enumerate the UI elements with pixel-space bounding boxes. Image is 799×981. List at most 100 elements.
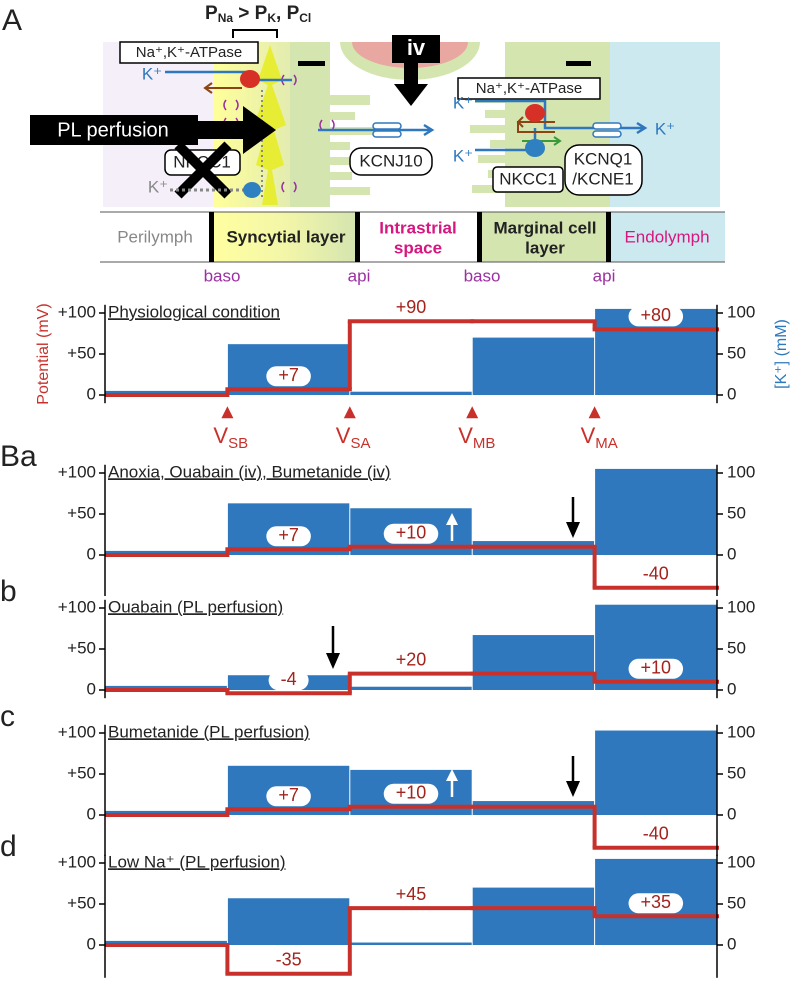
- label-box: [383, 650, 439, 671]
- y-tick-label: 0: [87, 804, 96, 823]
- data-label: -40: [643, 564, 669, 584]
- data-label: +10: [641, 658, 672, 678]
- marker-sub: SA: [350, 435, 370, 452]
- data-label: +7: [278, 525, 299, 545]
- kcnq1-label: /KCNE1: [572, 169, 633, 188]
- bar: [350, 686, 472, 690]
- marker-label: VSA: [336, 423, 371, 452]
- membrane-label: baso: [204, 266, 241, 285]
- label-box: [383, 298, 439, 319]
- data-label: +35: [641, 892, 672, 912]
- chart-title: Bumetanide (PL perfusion): [108, 722, 310, 741]
- y2-tick-label: 0: [727, 804, 736, 823]
- y2-axis-label: [K⁺] (mM): [773, 319, 790, 389]
- data-label: +90: [396, 297, 427, 317]
- compartment-cell: [214, 212, 356, 262]
- pl-perfusion-box: [30, 115, 198, 145]
- kcnq1-label: KCNQ1: [574, 149, 633, 168]
- label-box: [628, 306, 684, 327]
- data-label: -35: [276, 949, 302, 969]
- bar: [105, 685, 227, 690]
- y-axis-label: Potential (mV): [35, 303, 52, 404]
- marker-triangle: [343, 406, 356, 419]
- k-label: K⁺: [453, 146, 473, 165]
- label-box: [630, 564, 681, 585]
- marker-triangle: [588, 406, 601, 419]
- membrane-label: baso: [464, 266, 501, 285]
- compartment-cell: [482, 212, 607, 262]
- data-label: +7: [278, 365, 299, 385]
- y2-tick-label: 50: [727, 763, 746, 782]
- y-tick-label: +100: [58, 852, 96, 871]
- compartment-cell: [611, 212, 725, 262]
- membrane-label: api: [593, 266, 616, 285]
- bar: [105, 810, 227, 815]
- marker-label: VMB: [458, 423, 495, 452]
- y2-tick-label: 100: [727, 722, 755, 741]
- atpase-box: [457, 77, 601, 100]
- y-tick-label: +50: [67, 893, 96, 912]
- bracket: [232, 29, 278, 38]
- compartment-label: layer: [525, 238, 565, 257]
- bar: [105, 550, 227, 555]
- scale-bar: [298, 61, 325, 66]
- marginal-processes: [470, 95, 505, 193]
- k-label: K⁺: [142, 64, 162, 83]
- data-label: +10: [396, 783, 427, 803]
- y-tick-label: 0: [87, 679, 96, 698]
- atpase-icon: [240, 70, 260, 88]
- y-tick-label: +100: [58, 302, 96, 321]
- na-flux: [203, 82, 242, 94]
- label-box: [266, 526, 311, 547]
- marker-main: V: [336, 423, 351, 448]
- permeability-label: PNa > PK, PCl: [205, 3, 311, 25]
- compartment-label: Marginal cell: [494, 218, 597, 237]
- nkcc1-label: NKCC1: [499, 169, 557, 188]
- nkcc1-icon: [525, 139, 545, 157]
- chart-title: Ouabain (PL perfusion): [108, 597, 283, 616]
- y-tick-label: +100: [58, 462, 96, 481]
- label-box: [383, 783, 439, 804]
- block-cross: [174, 141, 232, 199]
- y2-tick-label: 100: [727, 852, 755, 871]
- cell-processes: [330, 95, 375, 195]
- compartment-label: Intrastrial: [379, 218, 456, 237]
- atpase-box: [119, 41, 259, 64]
- bar: [105, 940, 227, 945]
- bar: [227, 898, 350, 945]
- marker-main: V: [458, 423, 473, 448]
- bar: [350, 942, 472, 945]
- bar: [595, 468, 717, 555]
- data-label: +10: [396, 523, 427, 543]
- down-arrow: [331, 497, 575, 784]
- y2-tick-label: 100: [727, 302, 755, 321]
- k-flux: [318, 123, 435, 137]
- iv-label: iv: [407, 35, 426, 60]
- marker-label: VSB: [213, 423, 248, 452]
- nkcc1-icon: [243, 182, 261, 198]
- panel-label: d: [0, 830, 17, 863]
- scale-bar: [566, 61, 591, 66]
- atpase-label: Na⁺,K⁺-ATPase: [136, 44, 242, 61]
- channel-icon: [592, 130, 622, 138]
- panel-label: Ba: [0, 440, 37, 473]
- y2-tick-label: 100: [727, 597, 755, 616]
- k-label: K⁺: [148, 177, 168, 196]
- atpase-label: Na⁺,K⁺-ATPase: [476, 80, 582, 97]
- y2-tick-label: 50: [727, 503, 746, 522]
- y2-tick-label: 0: [727, 679, 736, 698]
- label-box: [266, 786, 311, 807]
- y2-tick-label: 50: [727, 893, 746, 912]
- bar: [472, 635, 595, 690]
- data-label: +7: [278, 785, 299, 805]
- compartment-label: space: [394, 238, 442, 257]
- bar: [472, 337, 595, 395]
- data-label: -40: [643, 824, 669, 844]
- marker-sub: SB: [228, 435, 248, 452]
- panel-label: b: [0, 575, 17, 608]
- iv-arrow: [394, 62, 428, 106]
- marker-label: VMA: [581, 423, 618, 452]
- bar: [595, 730, 717, 815]
- y-tick-label: +100: [58, 597, 96, 616]
